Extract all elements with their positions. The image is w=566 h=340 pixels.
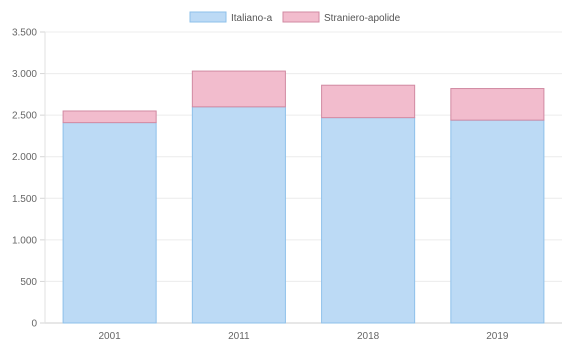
x-tick-label: 2011 <box>228 331 250 340</box>
y-tick-label: 1.000 <box>12 235 37 246</box>
bar-italiano[interactable] <box>321 117 416 324</box>
bar-straniero[interactable] <box>62 110 157 124</box>
legend-label-italiano: Italiano-a <box>231 13 273 24</box>
y-tick-label: 3.500 <box>12 28 37 39</box>
y-tick-label: 500 <box>20 277 37 288</box>
x-tick-label: 2001 <box>99 331 122 340</box>
x-tick-label: 2018 <box>357 331 380 340</box>
y-tick-label: 2.000 <box>12 152 37 163</box>
y-tick-label: 0 <box>31 319 37 330</box>
x-tick-label: 2019 <box>486 331 509 340</box>
bar-italiano[interactable] <box>191 106 286 324</box>
bar-italiano[interactable] <box>450 119 545 324</box>
legend-swatch-straniero[interactable] <box>282 11 320 23</box>
y-tick-label: 1.500 <box>12 194 37 205</box>
legend-label-straniero: Straniero-apolide <box>324 13 401 24</box>
y-axis: 0 500 1.000 1.500 2.000 2.500 3.000 3.500 <box>12 28 46 330</box>
bar-italiano[interactable] <box>62 122 157 324</box>
chart-legend: Italiano-a Straniero-apolide <box>189 11 401 24</box>
bars <box>62 70 545 324</box>
y-tick-label: 3.000 <box>12 69 37 80</box>
bar-straniero[interactable] <box>450 88 545 121</box>
x-axis: 2001 2011 2018 2019 <box>99 331 509 340</box>
y-tick-label: 2.500 <box>12 111 37 122</box>
bar-straniero[interactable] <box>321 84 416 119</box>
bar-straniero[interactable] <box>191 70 286 108</box>
legend-swatch-italiano[interactable] <box>189 11 227 23</box>
